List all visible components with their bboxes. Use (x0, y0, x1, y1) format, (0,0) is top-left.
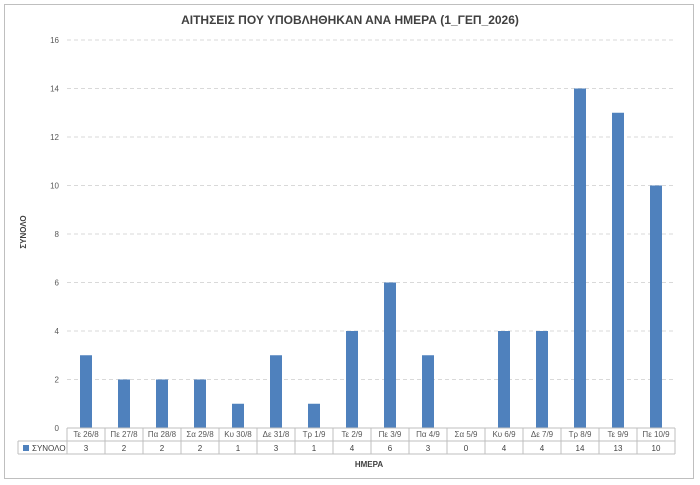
bar (156, 379, 168, 428)
legend-label: ΣΥΝΟΛΟ (32, 444, 66, 453)
x-tick-label: Πα 4/9 (416, 430, 440, 439)
data-label: 14 (576, 444, 585, 453)
x-tick-label: Τε 26/8 (73, 430, 99, 439)
x-tick-label: Πε 10/9 (642, 430, 670, 439)
data-label: 13 (614, 444, 623, 453)
bar (232, 403, 244, 428)
data-label: 6 (388, 444, 393, 453)
bar (346, 331, 358, 428)
bar (574, 88, 586, 428)
bar (650, 185, 662, 428)
y-axis-ticks: 0 2 4 6 8 10 12 14 16 (50, 36, 59, 433)
data-label: 2 (198, 444, 203, 453)
x-tick-label: Κυ 30/8 (224, 430, 252, 439)
x-tick-label: Πα 28/8 (148, 430, 177, 439)
x-tick-label: Δε 31/8 (263, 430, 290, 439)
legend-swatch (23, 445, 29, 451)
y-tick-label: 6 (55, 279, 60, 288)
x-tick-label: Τρ 8/9 (569, 430, 592, 439)
data-label: 1 (312, 444, 317, 453)
y-tick-label: 14 (50, 85, 59, 94)
y-tick-label: 8 (55, 230, 60, 239)
y-tick-label: 4 (55, 327, 60, 336)
bars (80, 88, 662, 428)
bar (384, 282, 396, 428)
bar (194, 379, 206, 428)
data-label: 4 (350, 444, 355, 453)
x-tick-label: Σα 5/9 (455, 430, 478, 439)
y-axis-title: ΣΥΝΟΛΟ (19, 215, 28, 248)
x-tick-label: Κυ 6/9 (492, 430, 516, 439)
y-tick-label: 16 (50, 36, 59, 45)
bar (498, 331, 510, 428)
bar (612, 112, 624, 428)
x-tick-label: Τρ 1/9 (303, 430, 326, 439)
data-label: 4 (502, 444, 507, 453)
data-label: 1 (236, 444, 241, 453)
x-tick-label: Τε 2/9 (342, 430, 363, 439)
y-tick-label: 12 (50, 133, 59, 142)
data-label: 2 (122, 444, 127, 453)
data-label: 10 (652, 444, 661, 453)
data-label: 0 (464, 444, 469, 453)
chart-title: ΑΙΤΗΣΕΙΣ ΠΟΥ ΥΠΟΒΛΗΘΗΚΑΝ ΑΝΑ ΗΜΕΡΑ (1_ΓΕ… (181, 13, 519, 27)
bar (80, 355, 92, 428)
x-tick-label: Σα 29/8 (186, 430, 214, 439)
data-table: ΣΥΝΟΛΟ Τε 26/8 3 Πε 27/8 2 Πα 28/8 2 Σα 29/8 2 Κυ… (17, 427, 676, 455)
bar (422, 355, 434, 428)
gridlines (67, 39, 675, 380)
data-label: 3 (84, 444, 89, 453)
x-tick-label: Δε 7/9 (531, 430, 554, 439)
y-tick-label: 0 (55, 424, 60, 433)
x-tick-label: Τε 9/9 (608, 430, 629, 439)
bar (270, 355, 282, 428)
data-label: 4 (540, 444, 545, 453)
bar (118, 379, 130, 428)
bar (536, 331, 548, 428)
data-label: 2 (160, 444, 165, 453)
x-tick-label: Πε 27/8 (110, 430, 138, 439)
bar (308, 403, 320, 428)
data-label: 3 (274, 444, 279, 453)
x-tick-label: Πε 3/9 (379, 430, 402, 439)
y-tick-label: 2 (55, 376, 60, 385)
x-axis-title: ΗΜΕΡΑ (355, 460, 384, 469)
y-tick-label: 10 (50, 182, 59, 191)
data-label: 3 (426, 444, 431, 453)
